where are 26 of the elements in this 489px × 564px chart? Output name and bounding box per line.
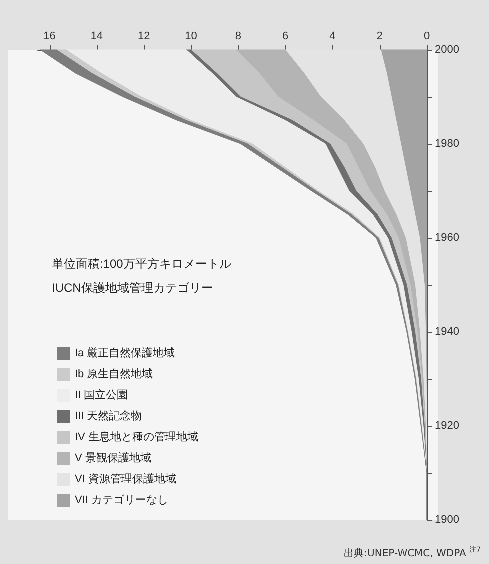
x-tick-label: 14 [90,30,104,42]
legend-label: V 景観保護地域 [75,452,152,464]
x-tick-label: 2 [376,30,383,42]
x-tick-label: 12 [138,30,150,42]
source-note: 出典:UNEP-WCMC, WDPA $^{注7}$ [344,544,481,560]
x-tick-label: 16 [44,30,56,42]
y-tick-label: 1960 [435,232,460,244]
legend-label: VI 資源管理保護地域 [75,472,176,486]
legend-title: IUCN保護地域管理カテゴリー [52,281,214,295]
x-tick-label: 4 [330,30,336,42]
y-tick-label: 1940 [435,326,460,338]
y-tick-label: 1900 [435,514,460,526]
x-tick-label: 6 [282,30,289,42]
legend-label: III 天然記念物 [75,410,142,422]
legend-label: II 国立公園 [75,388,128,402]
text: 単位面積:100万平方キロメートル [52,257,232,271]
x-tick-label: 0 [424,30,430,42]
x-tick-label: 8 [235,30,242,42]
y-tick-label: 1980 [435,138,460,150]
x-tick-label: 10 [185,30,198,42]
y-tick-label: 2000 [435,44,460,56]
legend-label: IV 生息地と種の管理地域 [75,430,198,444]
legend-label: Ia 厳正自然保護地域 [75,346,176,360]
y-tick-label: 1920 [435,420,460,432]
legend-label: Ib 原生自然地域 [75,368,154,380]
legend-label: VII カテゴリーなし [75,494,169,506]
